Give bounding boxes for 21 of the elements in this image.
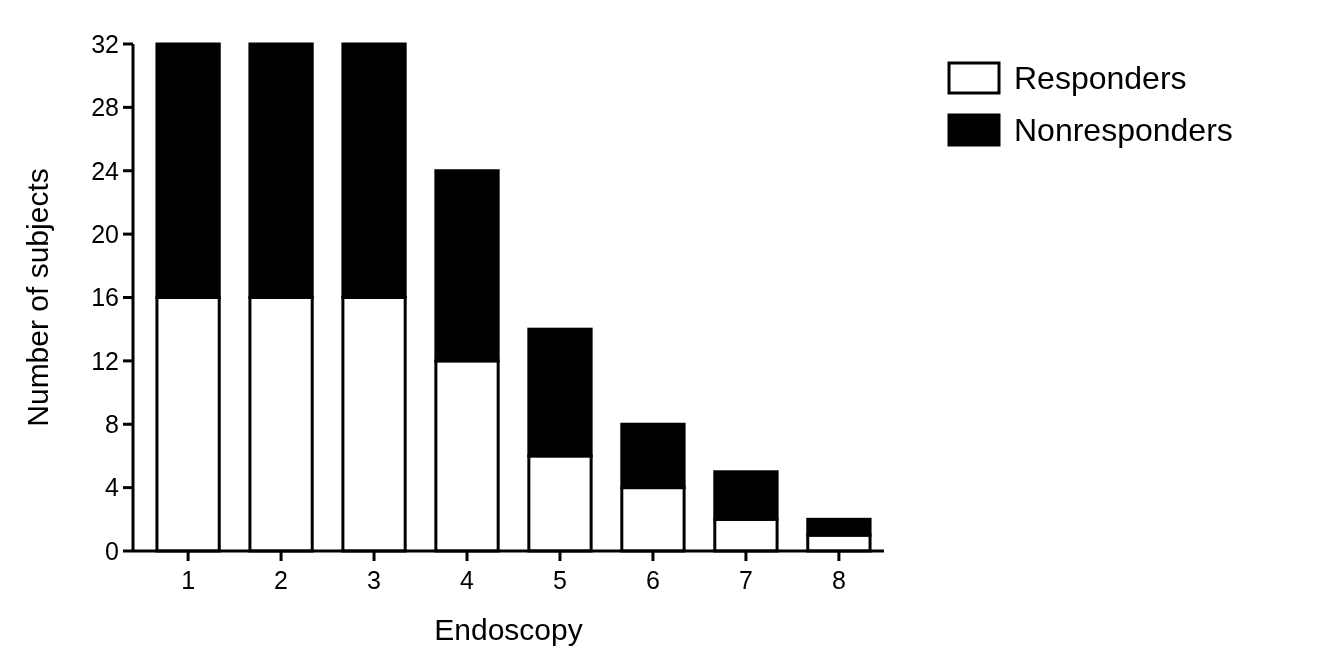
y-tick-label: 32: [91, 29, 119, 58]
x-tick-label: 8: [831, 566, 846, 594]
y-tick-label: 4: [105, 473, 120, 502]
x-tick-label: 2: [274, 566, 289, 594]
y-tick-label: 12: [91, 346, 119, 375]
x-tick-label: 1: [181, 566, 196, 594]
x-axis-title: Endoscopy: [434, 613, 583, 646]
legend-label: Nonresponders: [1014, 112, 1233, 149]
y-tick-label: 16: [91, 283, 119, 312]
y-tick-label: 24: [91, 156, 120, 185]
y-tick-label: 8: [105, 410, 119, 438]
x-tick-label: 6: [646, 566, 660, 594]
y-axis-title: Number of subjects: [21, 168, 54, 427]
x-tick-label: 3: [367, 566, 381, 594]
x-tick-label: 7: [738, 566, 753, 594]
legend-label: Responders: [1014, 60, 1187, 97]
y-tick-label: 28: [91, 93, 119, 122]
y-tick-label: 20: [91, 219, 119, 248]
x-tick-label: 4: [460, 566, 475, 594]
x-tick-label: 5: [553, 566, 567, 594]
y-tick-label: 0: [105, 536, 119, 565]
